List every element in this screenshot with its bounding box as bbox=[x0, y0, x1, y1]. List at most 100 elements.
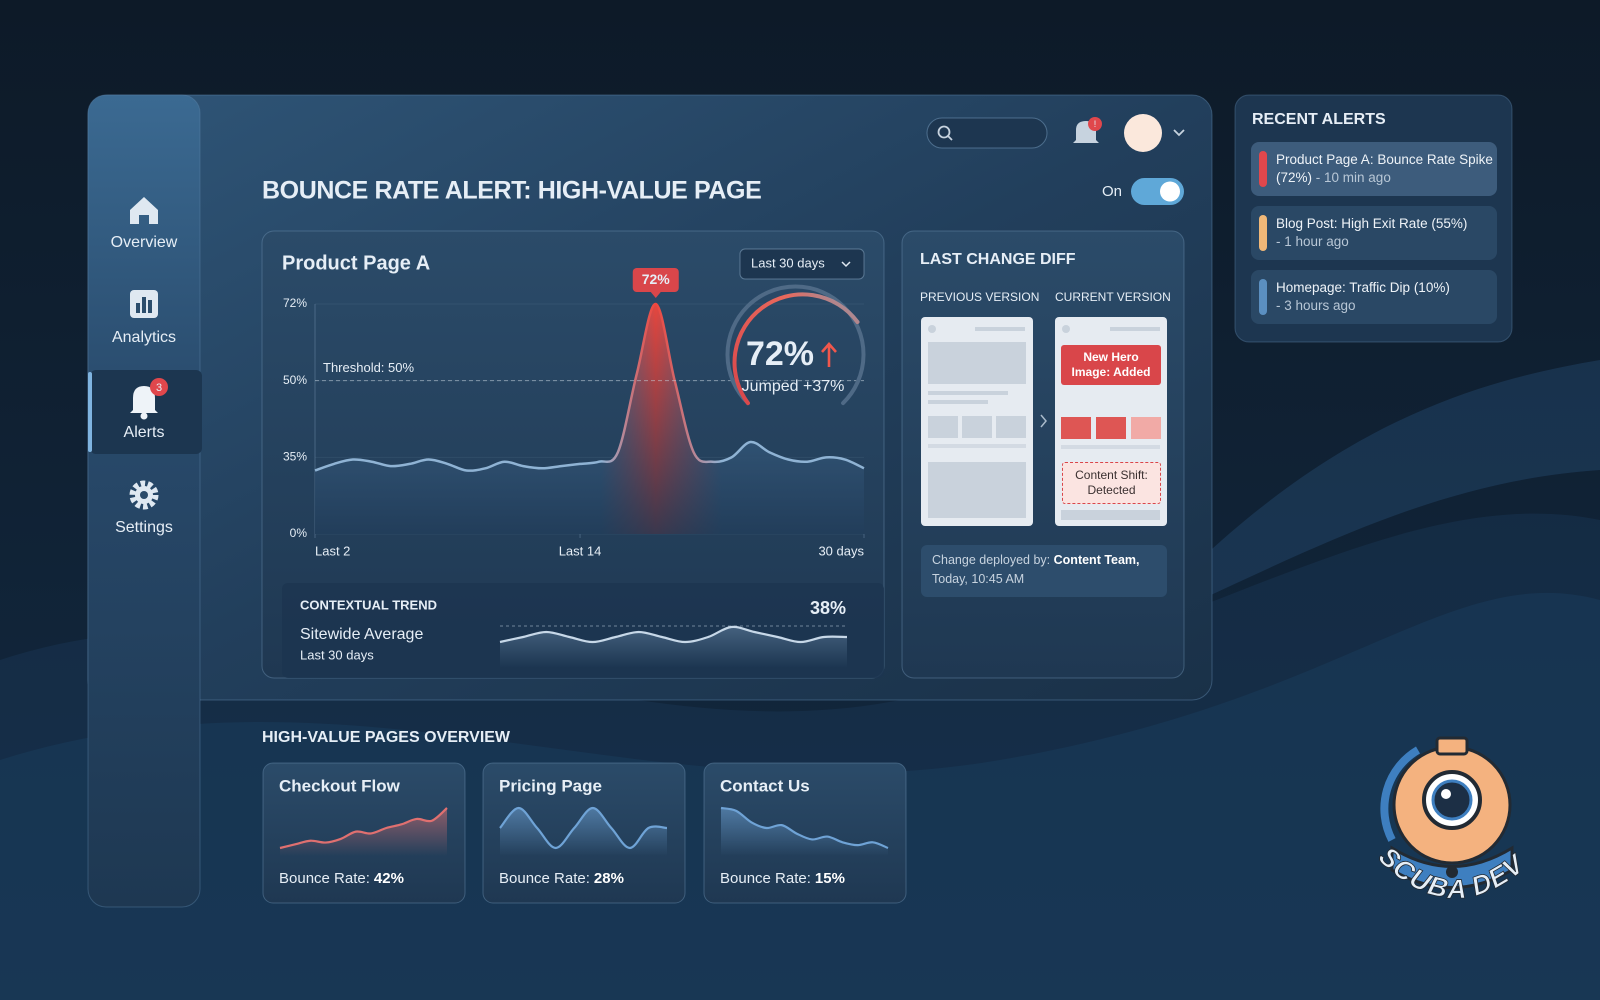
deploy-by: Content Team, bbox=[1053, 553, 1140, 567]
nav-label: Settings bbox=[115, 519, 173, 536]
notification-badge bbox=[1088, 117, 1102, 131]
nav-alerts[interactable]: 3 Alerts bbox=[88, 370, 202, 454]
gauge-change: Jumped +37% bbox=[742, 378, 845, 395]
card-rate: Bounce Rate: 42% bbox=[279, 870, 404, 887]
logo-ring bbox=[1380, 746, 1421, 842]
nav-overview[interactable]: Overview bbox=[111, 197, 178, 251]
nav-badge-count: 3 bbox=[156, 382, 162, 394]
peak-label: 72% bbox=[642, 271, 671, 287]
alert-time: - 1 hour ago bbox=[1276, 234, 1349, 249]
rate-label: Bounce Rate: bbox=[499, 870, 590, 887]
logo-glass bbox=[1431, 779, 1473, 821]
page-card[interactable]: Pricing Page Bounce Rate: 28% bbox=[482, 762, 686, 904]
trend-period: Last 30 days bbox=[300, 647, 374, 662]
diff-arrow bbox=[1040, 414, 1047, 428]
alert-item[interactable]: Product Page A: Bounce Rate Spike (72%) … bbox=[1251, 142, 1497, 196]
sparkline bbox=[499, 806, 668, 850]
line bbox=[314, 302, 865, 472]
y-tick-label: 72% bbox=[283, 296, 307, 310]
mockup-tile bbox=[996, 416, 1026, 438]
up-arrow bbox=[821, 342, 837, 367]
area-fade bbox=[315, 303, 864, 534]
search-icon bbox=[937, 125, 951, 139]
page-card[interactable]: Contact Us Bounce Rate: 15% bbox=[703, 762, 907, 904]
logo-valve bbox=[1435, 736, 1469, 756]
y-tick-label: 0% bbox=[290, 526, 308, 540]
rate-value: 42% bbox=[374, 870, 404, 887]
alert-text: Product Page A: Bounce Rate Spike (72%) … bbox=[1276, 151, 1494, 187]
bell-icon bbox=[130, 386, 158, 413]
nav-label: Analytics bbox=[112, 329, 176, 346]
previous-mockup bbox=[921, 317, 1033, 526]
home-icon bbox=[130, 197, 158, 224]
nav-label: Alerts bbox=[124, 424, 165, 441]
x-tick-label: 30 days bbox=[818, 543, 864, 558]
alert-time: - 10 min ago bbox=[1315, 170, 1391, 185]
nav-settings[interactable]: Settings bbox=[115, 480, 173, 536]
gauge-arc bbox=[732, 292, 860, 406]
search-field bbox=[926, 117, 1048, 149]
alert-time: - 3 hours ago bbox=[1276, 298, 1356, 313]
nav-active-bar bbox=[88, 372, 92, 452]
x-tick-label: Last 2 bbox=[315, 543, 350, 558]
rate-label: Bounce Rate: bbox=[279, 870, 370, 887]
alert-color bbox=[1259, 215, 1267, 251]
card-bg bbox=[703, 762, 907, 904]
dropdown-label: Last 30 days bbox=[751, 255, 825, 270]
y-tick-label: 50% bbox=[283, 373, 307, 387]
page-card[interactable]: Checkout Flow Bounce Rate: 42% bbox=[262, 762, 466, 904]
gear-teeth bbox=[129, 480, 159, 510]
mockup-tile bbox=[1061, 417, 1091, 439]
alert-item[interactable]: Blog Post: High Exit Rate (55%) - 1 hour… bbox=[1251, 206, 1497, 260]
gauge-value: 72% bbox=[746, 335, 814, 373]
avatar bbox=[1124, 114, 1162, 152]
toggle[interactable] bbox=[1131, 178, 1184, 205]
mockup-dot bbox=[1062, 325, 1070, 333]
mockup-line bbox=[1110, 327, 1160, 331]
card-title: Pricing Page bbox=[499, 776, 602, 795]
diff-title: LAST CHANGE DIFF bbox=[920, 251, 1076, 268]
sparkline-area bbox=[500, 626, 847, 668]
bell-icon-clapper bbox=[140, 412, 148, 420]
sparkline-area bbox=[280, 808, 447, 856]
sparkline bbox=[720, 806, 889, 850]
gauge-track bbox=[725, 284, 866, 406]
alert-item[interactable]: Homepage: Traffic Dip (10%) - 3 hours ag… bbox=[1251, 270, 1497, 324]
analytics-icon-bar bbox=[136, 303, 140, 313]
nav-analytics[interactable]: Analytics bbox=[112, 290, 176, 346]
notifications[interactable]: ! bbox=[1073, 117, 1102, 143]
deploy-info: Change deployed by: Content Team, Today,… bbox=[932, 551, 1164, 589]
mockup-tile bbox=[1096, 417, 1126, 439]
mockup-line bbox=[1061, 510, 1160, 520]
sparkline bbox=[499, 625, 848, 644]
card-rate: Bounce Rate: 28% bbox=[499, 870, 624, 887]
peak-callout-tip bbox=[650, 292, 661, 298]
mockup-dot bbox=[928, 325, 936, 333]
analytics-icon-bar bbox=[142, 297, 146, 313]
alert-text: Homepage: Traffic Dip (10%) - 3 hours ag… bbox=[1276, 279, 1494, 315]
toggle-knob bbox=[1160, 181, 1180, 202]
alert-message: Homepage: Traffic Dip (10%) bbox=[1276, 280, 1450, 295]
chevron bbox=[1173, 129, 1185, 137]
deploy-label: Change deployed by: bbox=[932, 553, 1051, 567]
wave bbox=[1200, 360, 1600, 600]
alerts-title: RECENT ALERTS bbox=[1252, 111, 1386, 128]
mockup-tile bbox=[962, 416, 992, 438]
rate-label: Bounce Rate: bbox=[720, 870, 811, 887]
current-label: CURRENT VERSION bbox=[1055, 290, 1171, 304]
analytics-icon-bar bbox=[148, 300, 152, 313]
overview-title: HIGH-VALUE PAGES OVERVIEW bbox=[262, 729, 511, 746]
mockup-line bbox=[928, 391, 1008, 395]
page-title: BOUNCE RATE ALERT: HIGH-VALUE PAGE bbox=[262, 177, 761, 205]
range-dropdown[interactable]: Last 30 days bbox=[739, 248, 865, 280]
alert-text: Blog Post: High Exit Rate (55%) - 1 hour… bbox=[1276, 215, 1494, 251]
user-menu[interactable] bbox=[1124, 114, 1185, 152]
search-box[interactable] bbox=[926, 117, 1048, 149]
gear-hole bbox=[140, 491, 148, 499]
sparkline-area bbox=[500, 808, 667, 856]
chart-title: Product Page A bbox=[282, 252, 430, 274]
x-tick-label: Last 14 bbox=[559, 543, 602, 558]
rate-value: 28% bbox=[594, 870, 624, 887]
alert-message: Blog Post: High Exit Rate (55%) bbox=[1276, 216, 1468, 231]
